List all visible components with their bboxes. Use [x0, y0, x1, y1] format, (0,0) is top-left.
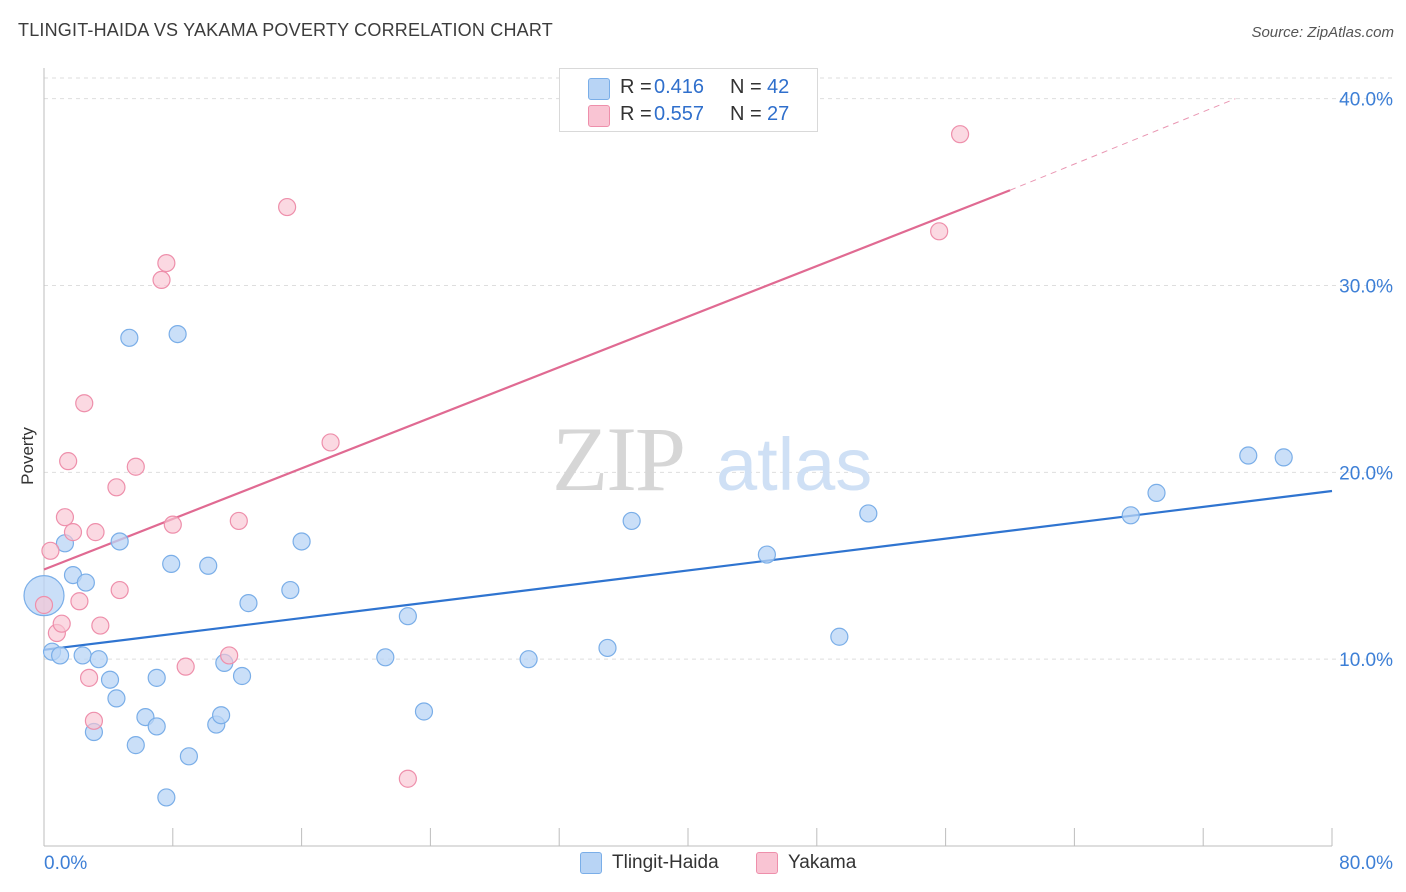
point-yakama: [930, 222, 949, 241]
trend-line-tlingit-haida: [43, 489, 1333, 651]
point-yakama: [321, 433, 340, 452]
point-tlingit-haida: [757, 545, 776, 564]
point-tlingit-haida: [519, 650, 538, 669]
point-tlingit-haida: [398, 607, 417, 626]
watermark-zip: ZIP: [552, 408, 684, 510]
legend-swatch-pink: [588, 105, 610, 127]
point-yakama: [278, 197, 297, 217]
point-tlingit-haida: [232, 666, 252, 686]
point-tlingit-haida: [179, 747, 198, 766]
point-tlingit-haida: [1121, 506, 1140, 525]
legend-swatch-blue: [588, 78, 610, 100]
point-tlingit-haida: [147, 717, 166, 736]
trend-line-yakama-extension: [1009, 98, 1236, 191]
point-yakama: [157, 253, 176, 273]
source-label: Source: ZipAtlas.com: [1251, 24, 1394, 41]
y-axis-label: Poverty: [18, 427, 37, 485]
y-tick-label: 10.0%: [1339, 650, 1393, 671]
point-tlingit-haida: [859, 504, 878, 523]
point-tlingit-haida: [157, 788, 176, 807]
legend-r-value: 0.557: [654, 103, 705, 125]
point-tlingit-haida: [1147, 483, 1166, 502]
y-tick-label: 20.0%: [1339, 463, 1393, 484]
axes: [43, 68, 1333, 847]
point-yakama: [70, 592, 89, 611]
point-yakama: [107, 478, 126, 497]
chart-title: TLINGIT-HAIDA VS YAKAMA POVERTY CORRELAT…: [18, 20, 553, 40]
trend-line-yakama: [43, 189, 1011, 571]
point-tlingit-haida: [110, 532, 129, 551]
point-tlingit-haida: [598, 638, 617, 658]
point-tlingit-haida: [414, 702, 434, 721]
point-yakama: [229, 511, 248, 531]
point-yakama: [59, 452, 78, 471]
point-yakama: [220, 646, 239, 665]
legend-row-tlingit-haida: R = 0.416 N = 42: [560, 73, 817, 101]
legend-n-value: 42: [767, 76, 790, 98]
bottom-legend-label: Yakama: [788, 852, 857, 873]
point-yakama: [55, 508, 75, 527]
point-yakama: [163, 515, 182, 534]
watermark-atlas: atlas: [716, 423, 872, 506]
watermark: ZIP atlas: [552, 408, 872, 510]
point-tlingit-haida: [23, 575, 65, 617]
point-yakama: [63, 523, 83, 542]
point-tlingit-haida: [830, 627, 849, 646]
point-yakama: [950, 125, 970, 144]
data-points: [23, 125, 1293, 807]
x-tick-label: 80.0%: [1339, 853, 1393, 874]
x-tick-label: 0.0%: [44, 853, 87, 874]
gridlines: [44, 77, 1394, 660]
point-tlingit-haida: [376, 648, 395, 667]
point-yakama: [176, 657, 195, 676]
point-tlingit-haida: [212, 706, 231, 725]
point-yakama: [52, 614, 71, 633]
point-yakama: [41, 541, 60, 560]
point-yakama: [126, 457, 145, 476]
bottom-legend-swatch-blue: [580, 852, 602, 874]
trend-lines: [43, 98, 1333, 651]
bottom-legend-swatch-pink: [756, 852, 778, 874]
legend-r-value: 0.416: [654, 76, 705, 98]
point-yakama: [34, 595, 54, 615]
point-yakama: [152, 270, 171, 290]
legend-n-value: 27: [767, 103, 790, 125]
point-tlingit-haida: [1239, 446, 1258, 465]
point-tlingit-haida: [1274, 448, 1293, 467]
point-tlingit-haida: [162, 554, 181, 573]
point-yakama: [86, 523, 105, 542]
point-tlingit-haida: [50, 646, 70, 665]
point-tlingit-haida: [199, 556, 218, 575]
legend-r-label: R =: [620, 103, 652, 125]
point-tlingit-haida: [292, 532, 311, 551]
y-tick-label: 30.0%: [1339, 277, 1393, 298]
point-tlingit-haida: [89, 650, 108, 669]
tick-labels: 10.0% 20.0% 30.0% 40.0% 0.0% 80.0%: [44, 90, 1393, 874]
point-tlingit-haida: [100, 670, 120, 689]
point-tlingit-haida: [168, 324, 187, 344]
point-tlingit-haida: [622, 511, 641, 531]
bottom-legend-label: Tlingit-Haida: [612, 852, 719, 873]
point-yakama: [91, 616, 110, 635]
point-tlingit-haida: [147, 668, 166, 687]
legend-r-label: R =: [620, 76, 652, 98]
point-yakama: [84, 711, 104, 730]
point-tlingit-haida: [73, 646, 92, 665]
legend-n-label: N =: [730, 103, 762, 125]
point-tlingit-haida: [281, 580, 300, 600]
point-tlingit-haida: [126, 736, 145, 755]
point-yakama: [79, 668, 99, 687]
point-tlingit-haida: [76, 573, 95, 592]
correlation-legend: R = 0.416 N = 42 R = 0.557 N = 27: [559, 68, 818, 132]
point-tlingit-haida: [120, 328, 139, 347]
point-yakama: [110, 580, 129, 600]
point-yakama: [398, 769, 417, 788]
point-tlingit-haida: [107, 689, 126, 708]
point-yakama: [75, 394, 94, 413]
legend-n-label: N =: [730, 76, 762, 98]
y-tick-label: 40.0%: [1339, 90, 1393, 111]
legend-row-yakama: R = 0.557 N = 27: [560, 100, 817, 128]
point-tlingit-haida: [239, 594, 258, 613]
